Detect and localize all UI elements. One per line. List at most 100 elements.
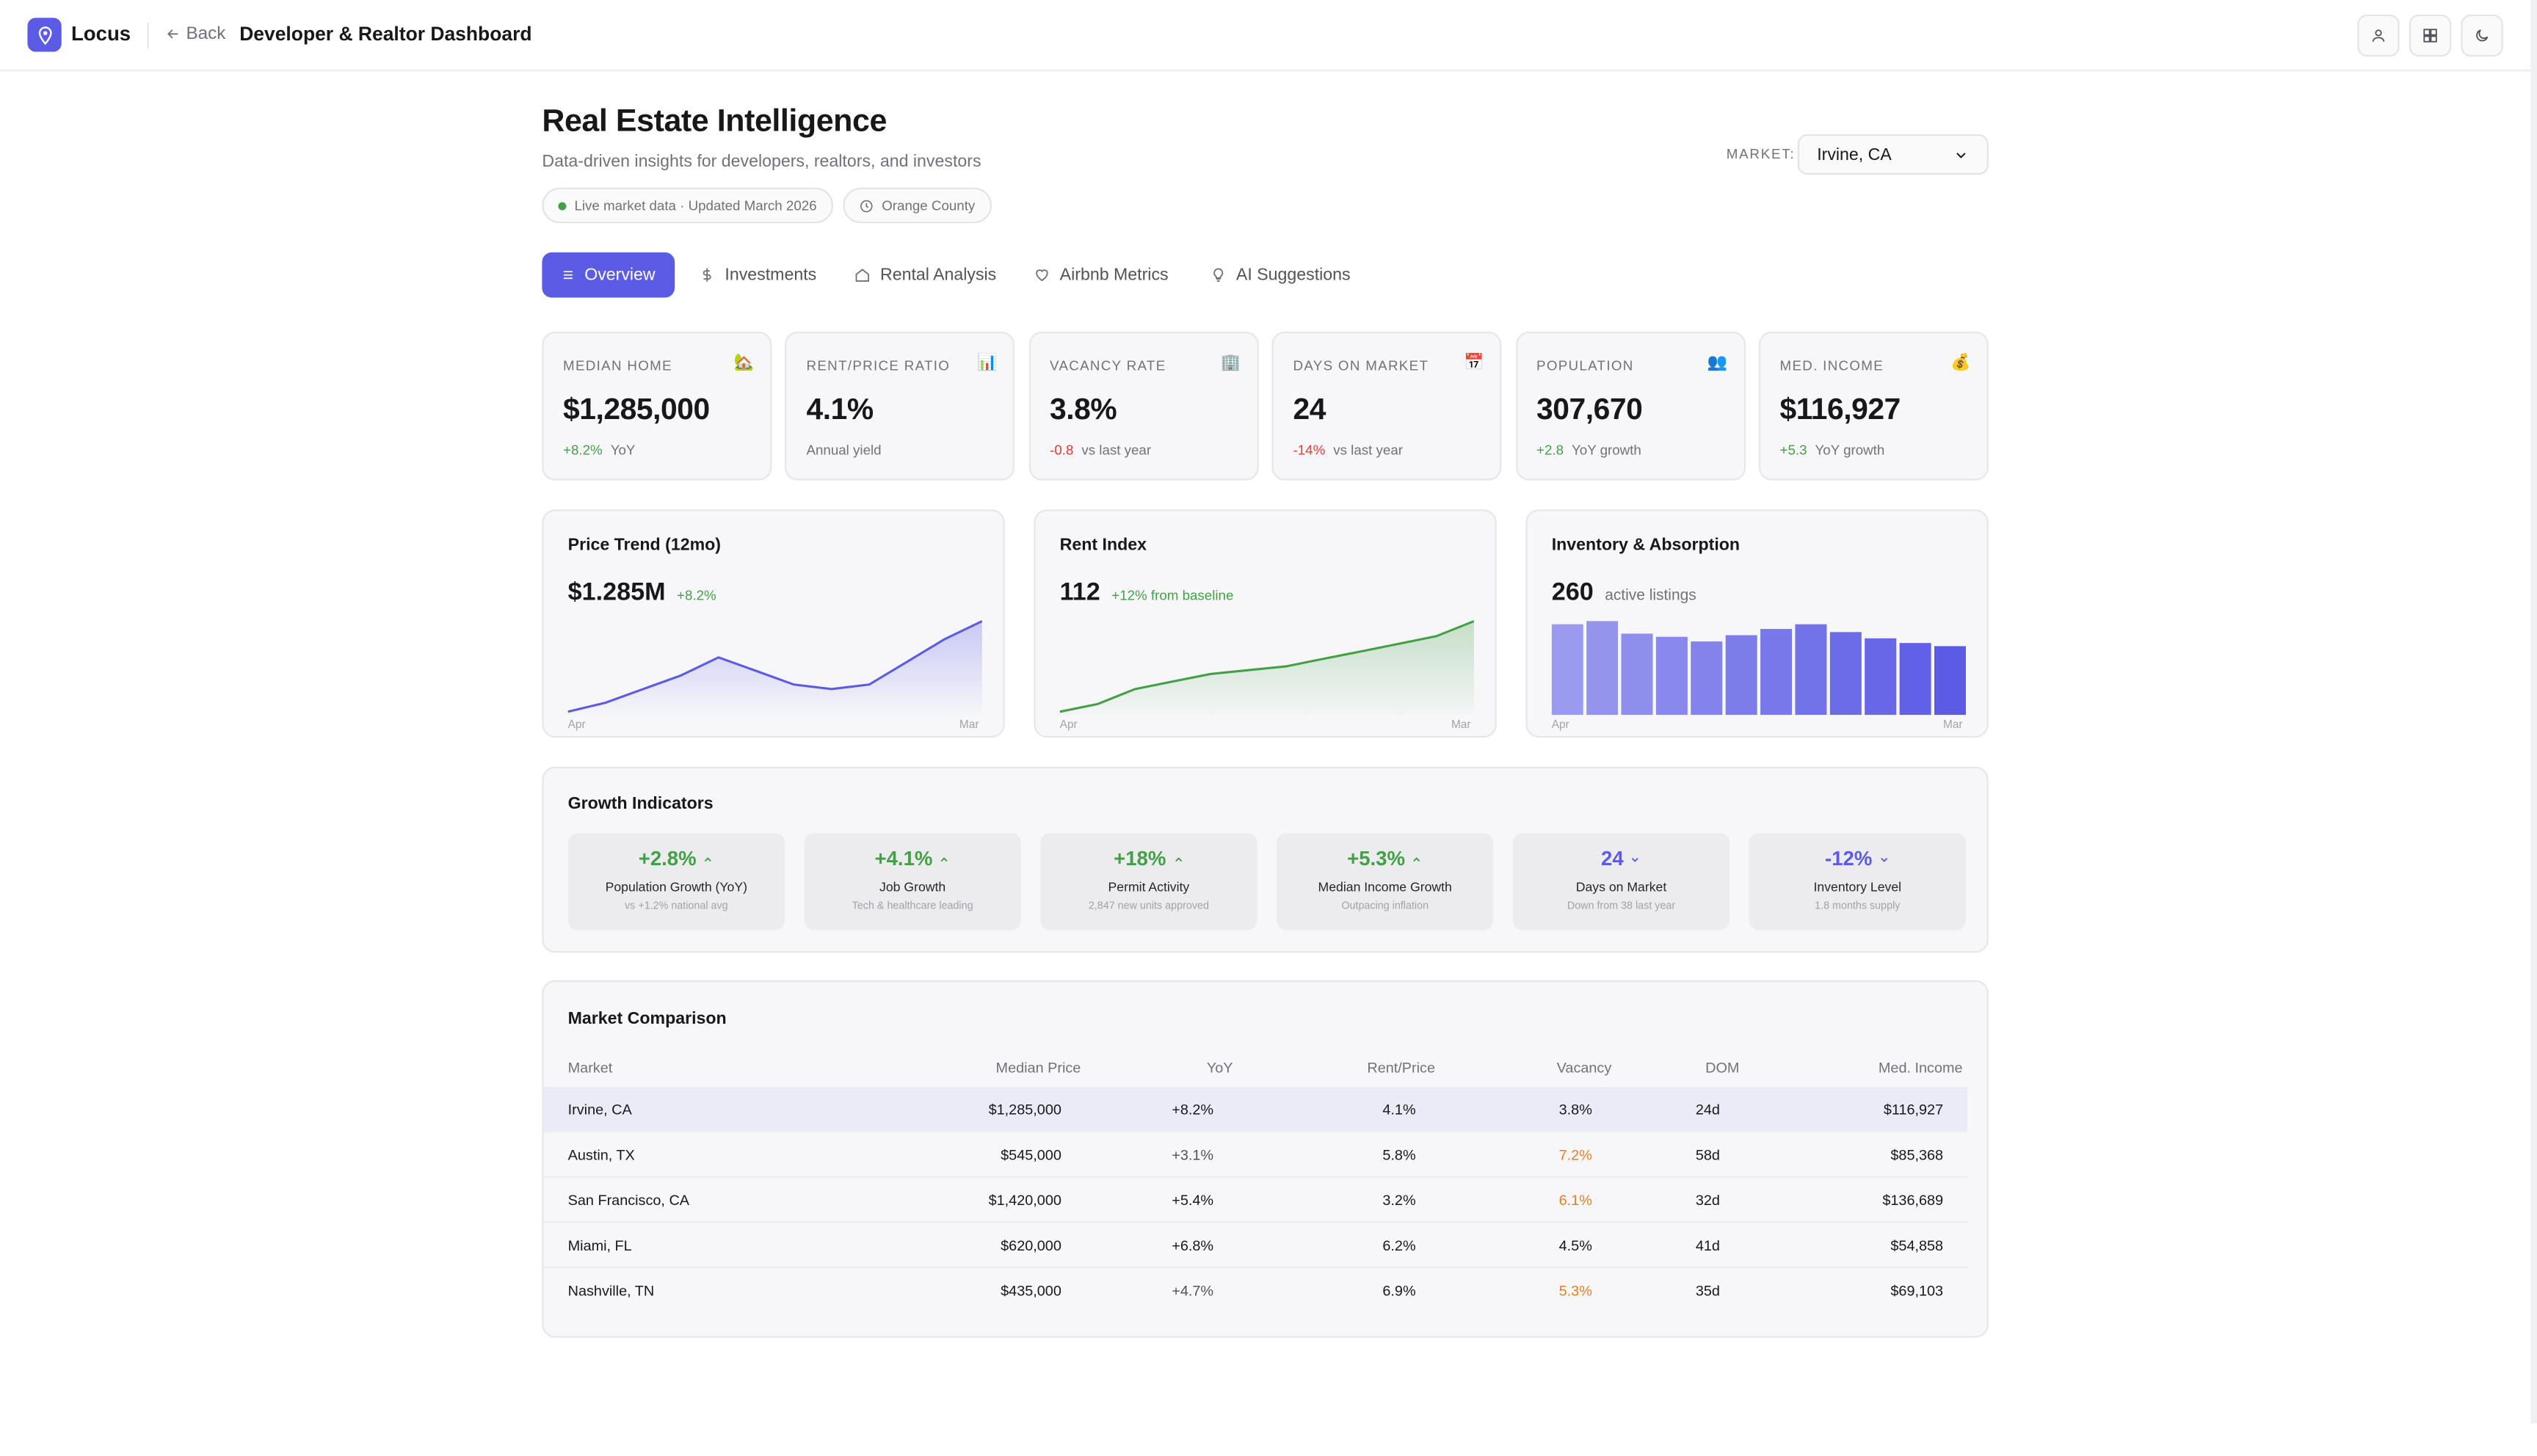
stat-delta: +8.2%: [563, 441, 603, 458]
row-divider: [543, 1176, 1968, 1178]
grid-icon: [2423, 29, 2437, 43]
column-header-median-income[interactable]: Med. Income: [1878, 1059, 1963, 1076]
stat-delta: +5.3: [1779, 441, 1807, 458]
x-axis-end: Mar: [1451, 719, 1471, 732]
growth-value-text: -12%: [1825, 847, 1873, 870]
growth-indicator: +4.1% Job Growth Tech & healthcare leadi…: [804, 833, 1021, 931]
stat-emoji-icon: 💰: [1950, 354, 1971, 372]
tab-label: Investments: [725, 265, 817, 285]
cell-market[interactable]: Miami, FL: [567, 1237, 632, 1254]
price-value: $1.285M: [567, 579, 666, 607]
cell-market[interactable]: Irvine, CA: [567, 1101, 632, 1118]
cell-rent-price: 3.2%: [1382, 1192, 1416, 1209]
tab-investments[interactable]: Investments: [680, 252, 836, 298]
dashboard-heading: Real Estate Intelligence: [542, 103, 887, 139]
stat-value: 3.8%: [1050, 391, 1117, 426]
scrollbar[interactable]: [2530, 0, 2537, 1424]
price-trend-chart: [567, 619, 982, 716]
cell-dom: 41d: [1695, 1237, 1720, 1254]
bar: [1725, 635, 1757, 716]
section-title: Growth Indicators: [567, 794, 714, 814]
cell-market[interactable]: Austin, TX: [567, 1146, 635, 1163]
stat-value: $116,927: [1779, 391, 1901, 426]
cell-median-income: $136,689: [1882, 1192, 1944, 1209]
chevron-down-icon: [1956, 152, 1966, 158]
table-row[interactable]: San Francisco, CA $1,420,000 +5.4% 3.2% …: [543, 1178, 1968, 1223]
chart-title: Price Trend (12mo): [567, 535, 721, 556]
stat-label: MEDIAN HOME: [563, 357, 672, 374]
cell-yoy: +5.4%: [1172, 1192, 1214, 1209]
bulb-icon: [1213, 268, 1224, 282]
growth-subtext: Tech & healthcare leading: [852, 900, 973, 913]
row-divider: [543, 1221, 1968, 1223]
stat-note: Annual yield: [806, 441, 882, 458]
column-header-market[interactable]: Market: [567, 1059, 613, 1076]
tab-ai-suggestions[interactable]: AI Suggestions: [1191, 252, 1370, 298]
back-label: Back: [186, 24, 226, 44]
layout-button[interactable]: [2409, 14, 2452, 57]
column-header-rent-price[interactable]: Rent/Price: [1367, 1059, 1436, 1076]
bar: [1934, 646, 1966, 716]
chevron-up-icon: [1414, 856, 1421, 861]
bar: [1691, 641, 1723, 716]
x-axis-start: Apr: [567, 719, 586, 732]
growth-value-text: +5.3%: [1347, 847, 1406, 870]
stat-note: vs last year: [1333, 441, 1404, 458]
table-row[interactable]: Miami, FL $620,000 +6.8% 6.2% 4.5% 41d $…: [543, 1223, 1968, 1269]
growth-subtext: vs +1.2% national avg: [625, 900, 728, 913]
column-header-median-price[interactable]: Median Price: [995, 1059, 1081, 1076]
stat-emoji-icon: 🏢: [1220, 354, 1241, 372]
stat-card-rent-price-ratio: RENT/PRICE RATIO 📊 4.1% Annual yield: [785, 331, 1015, 481]
stat-value: 307,670: [1536, 391, 1643, 426]
cell-yoy: +6.8%: [1172, 1237, 1214, 1254]
cell-rent-price: 6.9%: [1382, 1282, 1416, 1299]
cell-vacancy: 3.8%: [1558, 1101, 1592, 1118]
inventory-chart: [1551, 621, 1966, 716]
cell-market[interactable]: Nashville, TN: [567, 1282, 655, 1299]
bar: [1829, 632, 1862, 716]
cell-market[interactable]: San Francisco, CA: [567, 1192, 690, 1209]
market-comparison-card: Market Comparison Market Median Price Yo…: [542, 980, 1989, 1338]
growth-indicator: +5.3% Median Income Growth Outpacing inf…: [1277, 833, 1494, 931]
table-row[interactable]: Nashville, TN $435,000 +4.7% 6.9% 5.3% 3…: [544, 1268, 1968, 1314]
tab-rental-analysis[interactable]: Rental Analysis: [835, 252, 1015, 298]
clock-icon: [860, 199, 873, 212]
bar: [1795, 624, 1827, 716]
growth-indicator: +2.8% Population Growth (YoY) vs +1.2% n…: [567, 833, 785, 931]
cell-yoy: +3.1%: [1172, 1146, 1214, 1163]
growth-subtext: 1.8 months supply: [1815, 900, 1901, 913]
cell-vacancy: 7.2%: [1558, 1146, 1592, 1163]
theme-toggle-button[interactable]: [2461, 14, 2503, 57]
column-header-yoy[interactable]: YoY: [1206, 1059, 1233, 1076]
stat-footer: -14% vs last year: [1293, 442, 1403, 458]
chevron-down-icon: [1881, 856, 1888, 862]
growth-label: Population Growth (YoY): [605, 880, 748, 895]
table-row[interactable]: Irvine, CA $1,285,000 +8.2% 4.1% 3.8% 24…: [543, 1087, 1968, 1132]
column-header-vacancy[interactable]: Vacancy: [1556, 1059, 1612, 1076]
bar: [1586, 621, 1619, 716]
inventory-note: active listings: [1605, 587, 1696, 605]
locus-logo[interactable]: [27, 18, 62, 52]
tab-overview[interactable]: Overview: [542, 252, 675, 298]
stat-note: vs last year: [1081, 441, 1152, 458]
back-button[interactable]: Back: [165, 24, 226, 44]
stat-note: YoY growth: [1572, 441, 1641, 458]
tab-airbnb-metrics[interactable]: Airbnb Metrics: [1015, 252, 1188, 298]
bar: [1655, 636, 1688, 716]
growth-label: Days on Market: [1575, 880, 1667, 895]
stat-emoji-icon: 👥: [1707, 354, 1728, 372]
user-button[interactable]: [2357, 14, 2400, 57]
cell-median-price: $435,000: [1001, 1282, 1061, 1299]
growth-value-text: +2.8%: [638, 847, 697, 870]
stat-value: 24: [1293, 391, 1326, 426]
chevron-down-icon: [1632, 856, 1639, 862]
bar: [1621, 633, 1653, 716]
column-header-dom[interactable]: DOM: [1705, 1059, 1740, 1076]
x-axis-end: Mar: [959, 719, 979, 732]
cell-median-price: $1,420,000: [988, 1192, 1061, 1209]
stat-footer: +8.2% YoY: [563, 442, 635, 458]
page-title: Developer & Realtor Dashboard: [239, 22, 532, 46]
chevron-up-icon: [1175, 856, 1182, 861]
table-row[interactable]: Austin, TX $545,000 +3.1% 5.8% 7.2% 58d …: [543, 1132, 1968, 1178]
market-select[interactable]: Irvine, CA: [1797, 134, 1989, 175]
